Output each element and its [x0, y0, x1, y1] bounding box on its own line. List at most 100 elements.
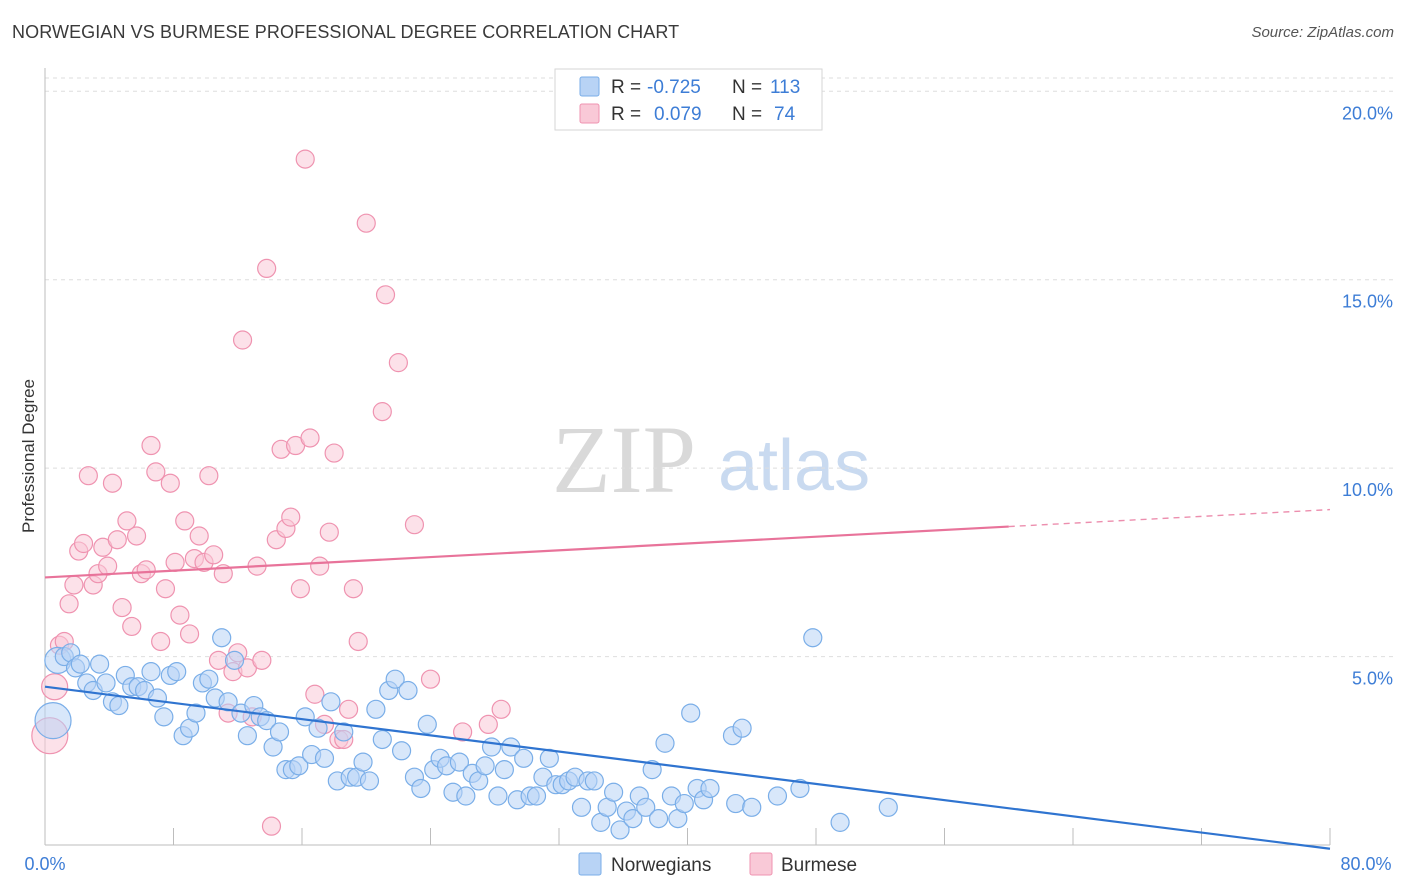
norwegian-point — [655, 733, 675, 753]
burmese-point — [64, 575, 84, 595]
norwegian-point — [878, 797, 898, 817]
norwegian-point — [636, 797, 656, 817]
burmese-point — [290, 579, 310, 599]
norwegian-point — [308, 718, 328, 738]
burmese-point — [420, 669, 441, 689]
norwegians-trend-line — [44, 685, 1331, 850]
legend-n-value: 113 — [770, 77, 800, 98]
x-tick-label-max: 80.0% — [1340, 854, 1391, 874]
watermark: ZIP atlas — [552, 406, 870, 513]
burmese-point — [107, 530, 127, 550]
bottom-legend-swatch-burmese — [749, 852, 773, 876]
burmese-point — [478, 714, 498, 735]
legend-r-label: R = — [611, 77, 641, 98]
chart-title: NORWEGIAN VS BURMESE PROFESSIONAL DEGREE… — [12, 22, 680, 42]
y-tick-label: 5.0% — [1352, 669, 1393, 689]
legend-n-label: N = — [732, 77, 762, 98]
burmese-point — [295, 149, 315, 169]
burmese-point — [165, 552, 185, 572]
norwegian-point — [514, 748, 534, 768]
norwegian-point — [803, 628, 823, 648]
legend-r-value: 0.079 — [654, 104, 702, 125]
norwegian-point — [359, 771, 380, 791]
burmese-point — [491, 699, 511, 719]
norwegian-point — [334, 722, 354, 742]
norwegian-point — [167, 662, 187, 682]
burmese-point — [141, 435, 161, 456]
y-tick-label: 10.0% — [1342, 480, 1393, 500]
burmese-point — [117, 511, 137, 531]
burmese-point — [338, 699, 359, 719]
watermark-atlas: atlas — [718, 426, 870, 506]
norwegian-point — [186, 703, 206, 723]
norwegian-point — [96, 673, 116, 693]
norwegian-point — [571, 797, 592, 817]
burmese-trend-line-extension — [1008, 508, 1331, 528]
norwegian-point — [314, 748, 335, 768]
burmese-point — [122, 616, 142, 637]
x-tick-label-min: 0.0% — [24, 854, 65, 874]
burmese-point — [170, 605, 190, 625]
norwegian-point — [456, 786, 476, 806]
burmese-point — [300, 428, 320, 448]
burmese-trend-line — [44, 525, 1009, 579]
norwegian-point — [732, 718, 752, 738]
norwegian-point — [109, 695, 129, 716]
norwegian-point — [154, 707, 174, 727]
burmese-point — [281, 507, 301, 527]
norwegian-point — [70, 654, 90, 674]
norwegian-point — [700, 778, 720, 799]
burmese-point — [375, 285, 396, 305]
burmese-point — [348, 631, 368, 652]
legend-r-label: R = — [611, 104, 641, 125]
burmese-point — [146, 462, 166, 482]
burmese-point — [319, 522, 339, 542]
burmese-point — [310, 556, 330, 576]
norwegian-point — [623, 809, 643, 829]
norwegian-point — [790, 778, 810, 799]
correlation-legend: R = -0.725 N = 113 R = 0.079 N = 74 — [554, 68, 823, 131]
watermark-zip: ZIP — [552, 406, 696, 513]
norwegian-point — [584, 771, 604, 791]
norwegian-point — [642, 760, 662, 780]
bottom-legend-label-burmese: Burmese — [781, 855, 857, 876]
burmese-point — [98, 556, 118, 576]
norwegian-point — [237, 726, 257, 746]
burmese-point — [453, 722, 473, 742]
legend-n-value: 74 — [774, 104, 796, 125]
norwegian-points — [34, 628, 898, 840]
y-tick-labels: 5.0% 10.0% 15.0% 20.0% — [1342, 103, 1393, 688]
norwegian-point — [353, 752, 373, 772]
norwegian-point — [90, 654, 110, 674]
burmese-point — [252, 650, 272, 670]
norwegian-point — [610, 820, 630, 840]
burmese-point — [372, 402, 392, 422]
burmese-point — [78, 466, 98, 486]
burmese-point — [324, 443, 344, 463]
norwegian-point — [212, 628, 232, 648]
burmese-point — [261, 816, 282, 836]
burmese-point — [151, 631, 171, 652]
norwegian-point — [295, 707, 315, 727]
burmese-point — [199, 466, 219, 486]
burmese-point — [404, 515, 425, 535]
burmese-point — [126, 526, 147, 546]
legend-n-label: N = — [732, 104, 762, 125]
norwegian-point — [224, 650, 245, 670]
legend-r-value: -0.725 — [647, 77, 701, 98]
series-legend: Norwegians Burmese — [578, 852, 857, 876]
burmese-point — [175, 511, 195, 531]
norwegian-point — [391, 741, 412, 761]
norwegian-point — [475, 756, 495, 776]
norwegian-point — [411, 778, 431, 799]
norwegian-point — [147, 688, 168, 708]
norwegian-point — [141, 662, 161, 682]
norwegian-point — [604, 782, 624, 802]
y-tick-label: 15.0% — [1342, 292, 1393, 312]
norwegian-point — [269, 722, 290, 742]
chart-source: Source: ZipAtlas.com — [1251, 24, 1394, 41]
norwegian-point — [385, 669, 405, 689]
norwegian-point — [289, 756, 309, 776]
y-axis-title: Professional Degree — [19, 379, 38, 533]
